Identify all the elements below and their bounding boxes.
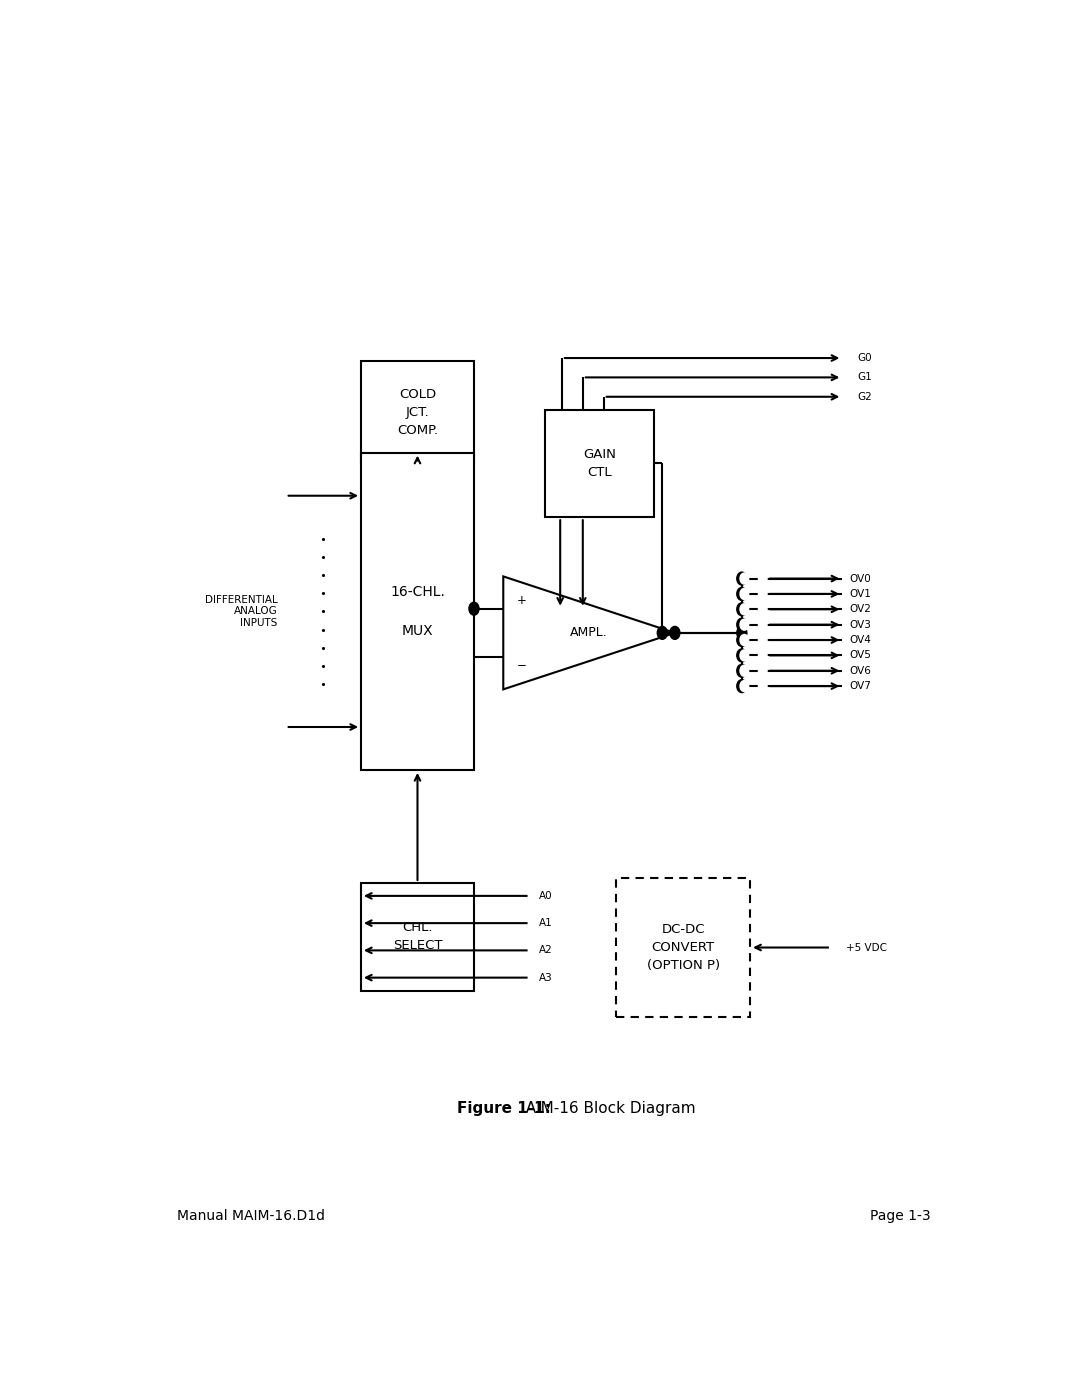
Circle shape — [740, 573, 748, 584]
Circle shape — [737, 665, 747, 678]
Circle shape — [740, 650, 748, 661]
Text: A1: A1 — [539, 918, 553, 928]
Circle shape — [740, 604, 748, 615]
Circle shape — [740, 665, 748, 676]
Text: G2: G2 — [858, 391, 872, 402]
Circle shape — [528, 944, 537, 956]
Text: A0: A0 — [539, 891, 553, 901]
Circle shape — [740, 680, 748, 692]
Text: OV2: OV2 — [849, 605, 870, 615]
Text: Manual MAIM-16.D1d: Manual MAIM-16.D1d — [177, 1210, 325, 1224]
Circle shape — [528, 972, 537, 983]
Bar — [617, 877, 751, 1017]
Circle shape — [758, 650, 767, 661]
Circle shape — [737, 588, 747, 601]
Bar — [361, 453, 474, 770]
Text: AMPL.: AMPL. — [570, 626, 608, 640]
Text: OV0: OV0 — [849, 574, 870, 584]
Text: −: − — [516, 659, 527, 672]
Circle shape — [737, 573, 747, 585]
Circle shape — [758, 604, 767, 615]
Circle shape — [737, 626, 747, 640]
Text: OV7: OV7 — [849, 682, 870, 692]
Circle shape — [528, 918, 537, 929]
Circle shape — [469, 602, 480, 615]
Circle shape — [758, 634, 767, 645]
Circle shape — [758, 665, 767, 676]
Circle shape — [740, 588, 748, 599]
Circle shape — [829, 942, 838, 953]
Bar — [545, 409, 654, 517]
Text: G0: G0 — [858, 353, 872, 363]
Circle shape — [758, 680, 767, 692]
Text: OV3: OV3 — [849, 620, 870, 630]
Bar — [361, 362, 474, 464]
Text: DC-DC
CONVERT
(OPTION P): DC-DC CONVERT (OPTION P) — [647, 923, 719, 972]
Circle shape — [737, 680, 747, 693]
Circle shape — [758, 619, 767, 630]
Text: OV1: OV1 — [849, 590, 870, 599]
Circle shape — [670, 626, 680, 640]
Circle shape — [737, 650, 747, 662]
Text: CHL.
SELECT: CHL. SELECT — [393, 921, 442, 953]
Circle shape — [740, 619, 748, 630]
Circle shape — [758, 588, 767, 599]
Circle shape — [740, 634, 748, 645]
Circle shape — [737, 634, 747, 647]
Text: Figure 1-1:: Figure 1-1: — [457, 1101, 551, 1116]
Circle shape — [758, 573, 767, 584]
Text: AIM-16 Block Diagram: AIM-16 Block Diagram — [516, 1101, 696, 1116]
Text: OV5: OV5 — [849, 651, 870, 661]
Text: OV6: OV6 — [849, 666, 870, 676]
Text: G1: G1 — [858, 373, 872, 383]
Text: A2: A2 — [539, 946, 553, 956]
Circle shape — [842, 391, 851, 402]
Circle shape — [528, 890, 537, 901]
Text: +: + — [516, 594, 527, 606]
Text: COLD
JCT.
COMP.: COLD JCT. COMP. — [397, 388, 438, 437]
Text: A3: A3 — [539, 972, 553, 982]
Text: GAIN
CTL: GAIN CTL — [583, 448, 616, 479]
Text: DIFFERENTIAL
ANALOG
INPUTS: DIFFERENTIAL ANALOG INPUTS — [204, 595, 278, 629]
Bar — [361, 883, 474, 990]
Circle shape — [842, 352, 851, 363]
Text: +5 VDC: +5 VDC — [847, 943, 888, 953]
Text: OV4: OV4 — [849, 636, 870, 645]
Text: 16-CHL.

MUX: 16-CHL. MUX — [390, 585, 445, 638]
Circle shape — [658, 626, 667, 640]
Circle shape — [842, 372, 851, 383]
Circle shape — [737, 604, 747, 616]
Circle shape — [737, 619, 747, 631]
Text: Page 1-3: Page 1-3 — [869, 1210, 930, 1224]
